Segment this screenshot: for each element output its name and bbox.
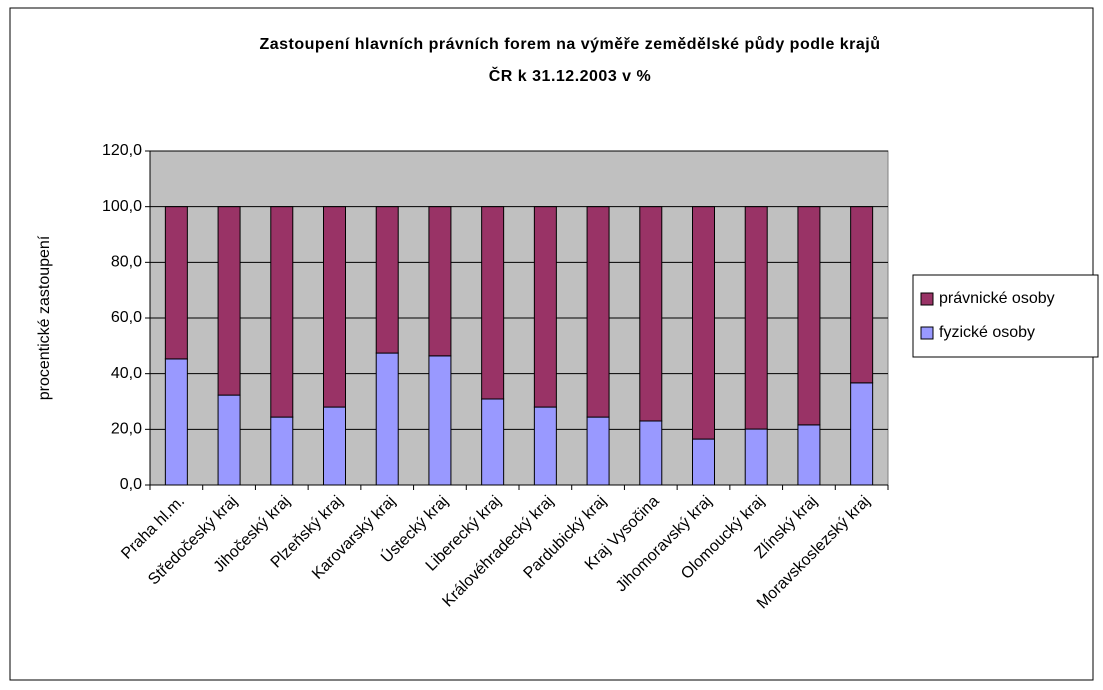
legend-swatch xyxy=(920,326,934,340)
y-axis-label: procentické zastoupení xyxy=(36,235,53,400)
legend-label: fyzické osoby xyxy=(939,324,1035,341)
y-tick-label: 80,0 xyxy=(111,254,142,271)
bar-segment xyxy=(639,420,663,486)
bar-segment xyxy=(533,206,557,408)
bar-segment xyxy=(323,206,346,408)
y-tick-label: 60,0 xyxy=(111,309,142,326)
legend-box xyxy=(912,274,1099,358)
bar-segment xyxy=(375,206,399,354)
bar-segment xyxy=(533,406,557,486)
bar-segment xyxy=(797,206,821,426)
bar-segment xyxy=(744,428,768,486)
y-tick-label: 120,0 xyxy=(102,142,142,159)
chart-title: Zastoupení hlavních právních forem na vý… xyxy=(259,36,880,53)
bar-segment xyxy=(744,206,768,430)
bar-segment xyxy=(692,206,715,440)
bar-segment xyxy=(428,355,452,486)
bar-segment xyxy=(270,416,294,486)
y-tick-label: 40,0 xyxy=(111,365,142,382)
bar-segment xyxy=(797,424,821,486)
bar-segment xyxy=(850,382,874,486)
bar-segment xyxy=(270,206,294,418)
bar-segment xyxy=(586,206,610,418)
bar-segment xyxy=(481,206,505,400)
legend-label: právnické osoby xyxy=(939,290,1055,307)
legend-swatch xyxy=(920,292,934,306)
bar-segment xyxy=(164,206,188,360)
bar-segment xyxy=(692,438,715,486)
bar-segment xyxy=(428,206,452,357)
chart-title: ČR k 31.12.2003 v % xyxy=(489,66,652,85)
bar-segment xyxy=(639,206,663,422)
bar-segment xyxy=(481,398,505,486)
y-tick-label: 20,0 xyxy=(111,421,142,438)
bar-segment xyxy=(586,416,610,486)
bar-segment xyxy=(850,206,874,384)
bar-segment xyxy=(217,206,241,396)
y-tick-label: 100,0 xyxy=(102,198,142,215)
bar-segment xyxy=(375,352,399,486)
bar-segment xyxy=(323,406,346,486)
bar-segment xyxy=(217,394,241,486)
bar-segment xyxy=(164,358,188,486)
y-tick-label: 0,0 xyxy=(120,476,142,493)
